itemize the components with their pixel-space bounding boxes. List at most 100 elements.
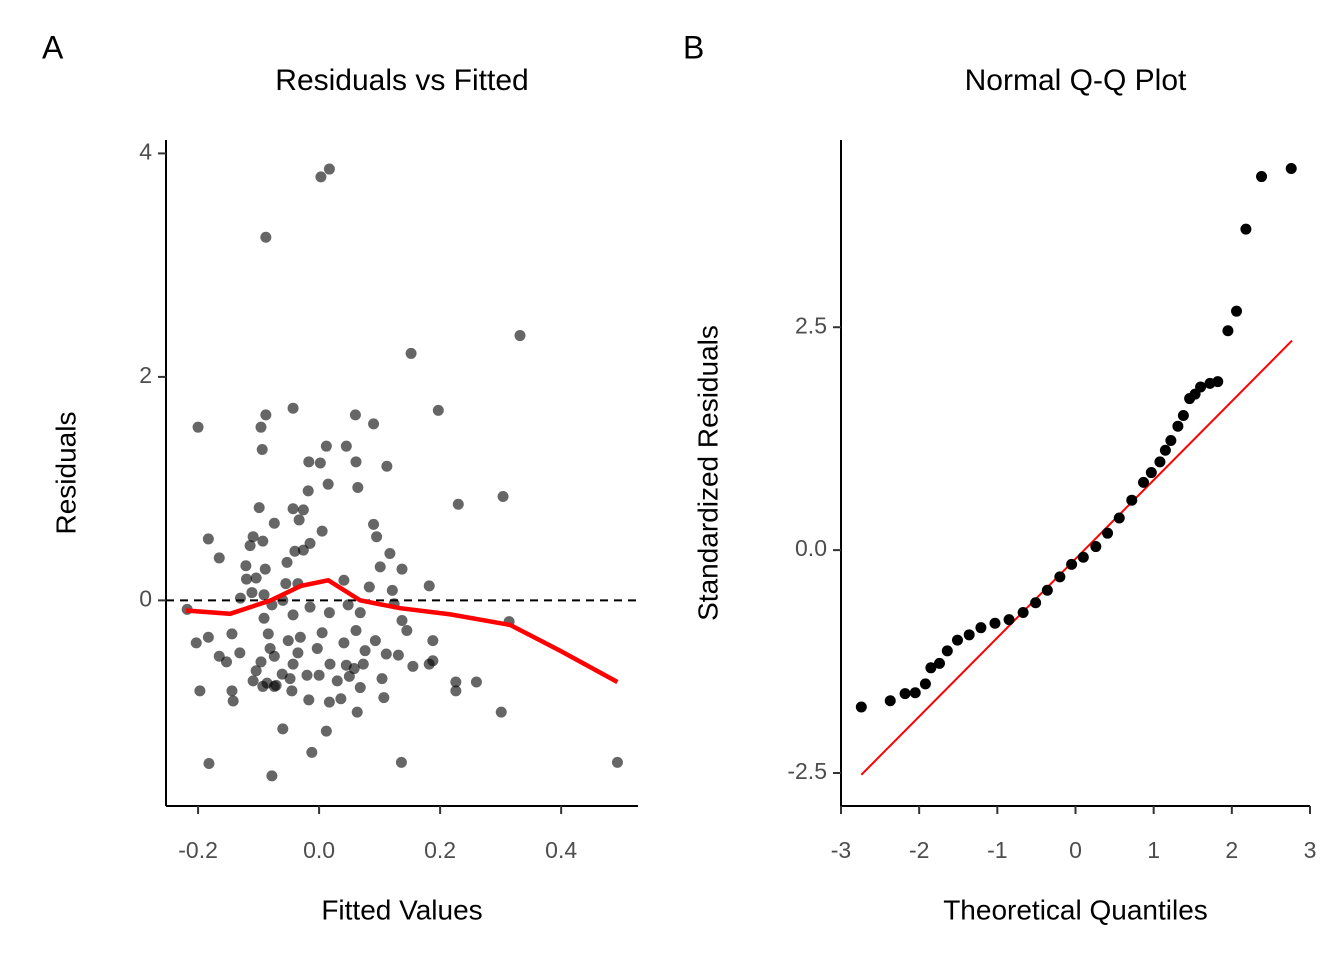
- point: [194, 685, 206, 697]
- point: [260, 231, 272, 243]
- point: [1159, 444, 1171, 456]
- point: [338, 574, 350, 586]
- point: [257, 680, 269, 692]
- point: [354, 607, 366, 619]
- point: [933, 657, 945, 669]
- point: [376, 673, 388, 685]
- point: [281, 556, 293, 568]
- x-tick-label: -2: [909, 837, 929, 863]
- point: [363, 581, 375, 593]
- point: [951, 634, 963, 646]
- reference-fit-line: [860, 339, 1293, 776]
- point: [396, 563, 408, 575]
- point: [287, 503, 299, 515]
- point: [925, 662, 937, 674]
- y-tick-label: 0: [139, 585, 152, 611]
- point: [282, 635, 294, 647]
- point: [323, 607, 335, 619]
- point: [266, 770, 278, 782]
- point: [611, 756, 623, 768]
- point: [268, 680, 280, 692]
- point: [320, 440, 332, 452]
- point: [919, 678, 931, 690]
- point: [1102, 527, 1114, 539]
- point: [297, 544, 309, 556]
- point: [497, 490, 509, 502]
- point: [303, 456, 315, 468]
- point: [1113, 512, 1125, 524]
- point: [240, 560, 252, 572]
- point: [250, 665, 262, 677]
- point: [342, 599, 354, 611]
- panel-label: A: [42, 29, 64, 65]
- point: [359, 645, 371, 657]
- point: [287, 609, 299, 621]
- x-tick-label: -1: [987, 837, 1007, 863]
- point: [352, 482, 364, 494]
- y-axis-label: Residuals: [50, 412, 81, 535]
- chart-title: Normal Q-Q Plot: [965, 64, 1187, 97]
- x-axis-label: Fitted Values: [321, 894, 482, 925]
- smooth-line: [185, 577, 619, 684]
- point: [1126, 494, 1138, 506]
- point: [292, 647, 304, 659]
- point: [357, 658, 369, 670]
- y-tick-label: -2.5: [787, 758, 827, 784]
- point: [320, 725, 332, 737]
- x-tick-label: -0.2: [178, 837, 218, 863]
- y-tick-label: 0.0: [795, 535, 827, 561]
- point: [884, 695, 896, 707]
- point: [234, 592, 246, 604]
- point: [514, 330, 526, 342]
- y-tick-label: 2.5: [795, 312, 827, 338]
- panel-label: B: [683, 29, 704, 65]
- point: [1240, 223, 1252, 235]
- point: [975, 622, 987, 634]
- point: [384, 547, 396, 559]
- point: [855, 701, 867, 713]
- point: [258, 612, 270, 624]
- point: [349, 409, 361, 421]
- point: [378, 692, 390, 704]
- point: [1041, 584, 1053, 596]
- point: [1030, 597, 1042, 609]
- point: [1077, 551, 1089, 563]
- point: [234, 647, 246, 659]
- point: [1054, 571, 1066, 583]
- point: [350, 456, 362, 468]
- point: [1222, 325, 1234, 337]
- point: [495, 706, 507, 718]
- point: [368, 518, 380, 530]
- point: [989, 617, 1001, 629]
- point: [1145, 467, 1157, 479]
- point: [256, 444, 268, 456]
- x-tick-label: 0.2: [424, 837, 456, 863]
- point: [368, 418, 380, 430]
- point: [257, 535, 269, 547]
- point: [335, 693, 347, 705]
- point: [1285, 163, 1297, 175]
- point: [343, 670, 355, 682]
- point: [1066, 558, 1078, 570]
- x-axis-label: Theoretical Quantiles: [943, 894, 1208, 925]
- point: [350, 625, 362, 637]
- point: [963, 629, 975, 641]
- point: [303, 694, 315, 706]
- point: [405, 347, 417, 359]
- point: [259, 563, 271, 575]
- point: [314, 457, 326, 469]
- x-tick-label: 0.0: [303, 837, 335, 863]
- point: [369, 635, 381, 647]
- point: [297, 504, 309, 516]
- point: [899, 688, 911, 700]
- point: [258, 589, 270, 601]
- x-tick-label: 0.4: [545, 837, 577, 863]
- x-tick-label: 0: [1069, 837, 1082, 863]
- point: [202, 631, 214, 643]
- point: [316, 525, 328, 537]
- point: [427, 655, 439, 667]
- point: [322, 478, 334, 490]
- point: [304, 601, 316, 613]
- point: [324, 658, 336, 670]
